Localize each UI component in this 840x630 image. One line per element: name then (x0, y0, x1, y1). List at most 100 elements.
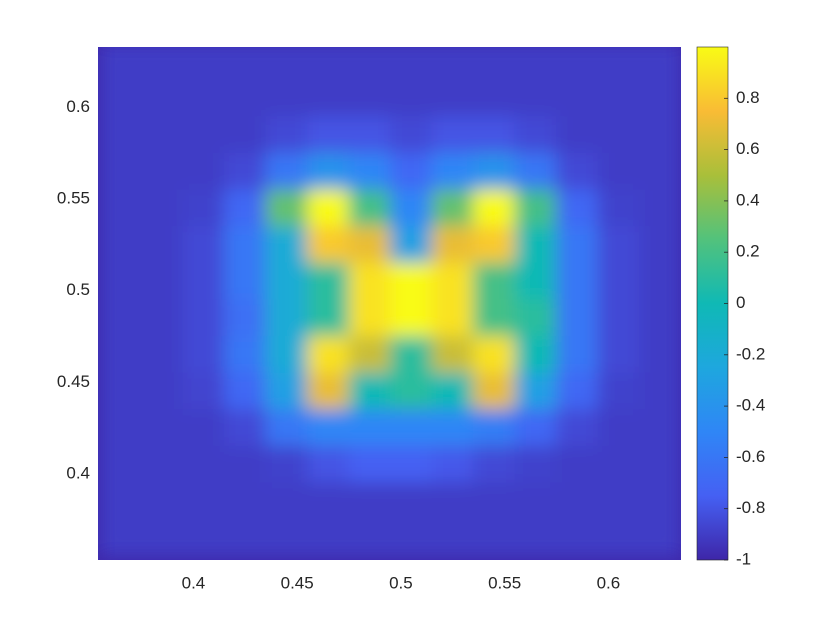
heatmap-cell (556, 372, 599, 411)
heatmap-cell (514, 335, 558, 374)
heatmap-cell (431, 372, 475, 411)
heatmap-cell (224, 189, 267, 228)
colorbar-tick-label: -0.6 (736, 447, 765, 466)
colorbar-tick-label: -0.8 (736, 498, 765, 517)
heatmap-cell (639, 262, 681, 301)
heatmap-cell (514, 79, 558, 118)
heatmap-cell (99, 189, 143, 228)
heatmap-cell (265, 226, 309, 264)
heatmap-cell (182, 482, 226, 521)
heatmap-cell (265, 445, 309, 484)
heatmap-cell (473, 372, 516, 411)
heatmap-cell (99, 116, 143, 154)
heatmap-cell (265, 519, 309, 557)
heatmap-cell (473, 299, 516, 337)
heatmap-cell (307, 47, 350, 81)
heatmap-cell (431, 482, 475, 521)
heatmap-cell (639, 372, 681, 411)
heatmap-cell (307, 482, 350, 521)
heatmap-cell (390, 299, 433, 337)
heatmap-cell (597, 189, 641, 228)
heatmap-cell (597, 335, 641, 374)
heatmap-cell (473, 152, 516, 191)
heatmap-cell (99, 299, 143, 337)
heatmap-cells (99, 47, 681, 557)
x-tick-label: 0.45 (281, 573, 314, 592)
colorbar-tick-label: 0 (736, 293, 745, 312)
heatmap-cell (182, 226, 226, 264)
heatmap-cell (597, 482, 641, 521)
heatmap-cell (514, 226, 558, 264)
heatmap-cell (556, 409, 599, 447)
heatmap-cell (639, 299, 681, 337)
heatmap-cell (514, 262, 558, 301)
heatmap-cell (431, 47, 475, 81)
heatmap-cell (639, 335, 681, 374)
colorbar-tick-label: 0.2 (736, 242, 760, 261)
heatmap-cell (639, 152, 681, 191)
heatmap-cell (141, 335, 184, 374)
heatmap-cell (141, 47, 184, 81)
heatmap-cell (224, 372, 267, 411)
heatmap-cell (556, 519, 599, 557)
heatmap-cell (431, 79, 475, 118)
heatmap-cell (473, 409, 516, 447)
heatmap-cell (265, 372, 309, 411)
heatmap-cell (639, 519, 681, 557)
heatmap-cell (307, 79, 350, 118)
heatmap-cell (99, 335, 143, 374)
heatmap-cell (390, 226, 433, 264)
heatmap-cell (182, 409, 226, 447)
heatmap-cell (431, 519, 475, 557)
heatmap-cell (224, 299, 267, 337)
ticks: 0.4 0.45 0.5 0.55 0.6 0.4 0.45 0.5 0.55 0.6 -1 -0.8… (57, 88, 765, 593)
heatmap-cell (597, 445, 641, 484)
heatmap-cell (597, 116, 641, 154)
heatmap-cell (514, 445, 558, 484)
heatmap-cell (265, 47, 309, 81)
colorbar (696, 46, 729, 561)
heatmap-cell (348, 262, 392, 301)
heatmap-cell (99, 519, 143, 557)
heatmap-cell (348, 189, 392, 228)
heatmap-cell (390, 372, 433, 411)
heatmap-cell (182, 47, 226, 81)
heatmap-cell (265, 152, 309, 191)
heatmap-cell (141, 189, 184, 228)
colorbar-tick-label: 0.4 (736, 190, 760, 209)
heatmap-cell (390, 152, 433, 191)
heatmap-cell (514, 299, 558, 337)
heatmap-cell (473, 482, 516, 521)
heatmap-cell (99, 262, 143, 301)
heatmap-cell (224, 47, 267, 81)
y-tick-label: 0.4 (66, 463, 90, 482)
heatmap-cell (265, 189, 309, 228)
heatmap-cell (99, 47, 143, 81)
heatmap-cell (141, 519, 184, 557)
heatmap-cell (348, 226, 392, 264)
heatmap-cell (473, 189, 516, 228)
x-tick-label: 0.5 (389, 573, 413, 592)
heatmap-cell (597, 152, 641, 191)
heatmap-cell (99, 226, 143, 264)
heatmap-cell (431, 299, 475, 337)
heatmap-cell (141, 262, 184, 301)
heatmap-cell (431, 152, 475, 191)
heatmap-cell (390, 409, 433, 447)
heatmap-cell (597, 519, 641, 557)
heatmap-cell (473, 79, 516, 118)
heatmap-cell (556, 189, 599, 228)
x-tick-label: 0.4 (182, 573, 206, 592)
heatmap-cell (307, 335, 350, 374)
heatmap-cell (556, 262, 599, 301)
heatmap-cell (224, 409, 267, 447)
heatmap-cell (473, 116, 516, 154)
heatmap-cell (390, 445, 433, 484)
heatmap-cell (348, 409, 392, 447)
heatmap-cell (597, 47, 641, 81)
heatmap-cell (265, 335, 309, 374)
heatmap-cell (182, 519, 226, 557)
heatmap-cell (99, 482, 143, 521)
heatmap-cell (224, 152, 267, 191)
heatmap-cell (431, 226, 475, 264)
